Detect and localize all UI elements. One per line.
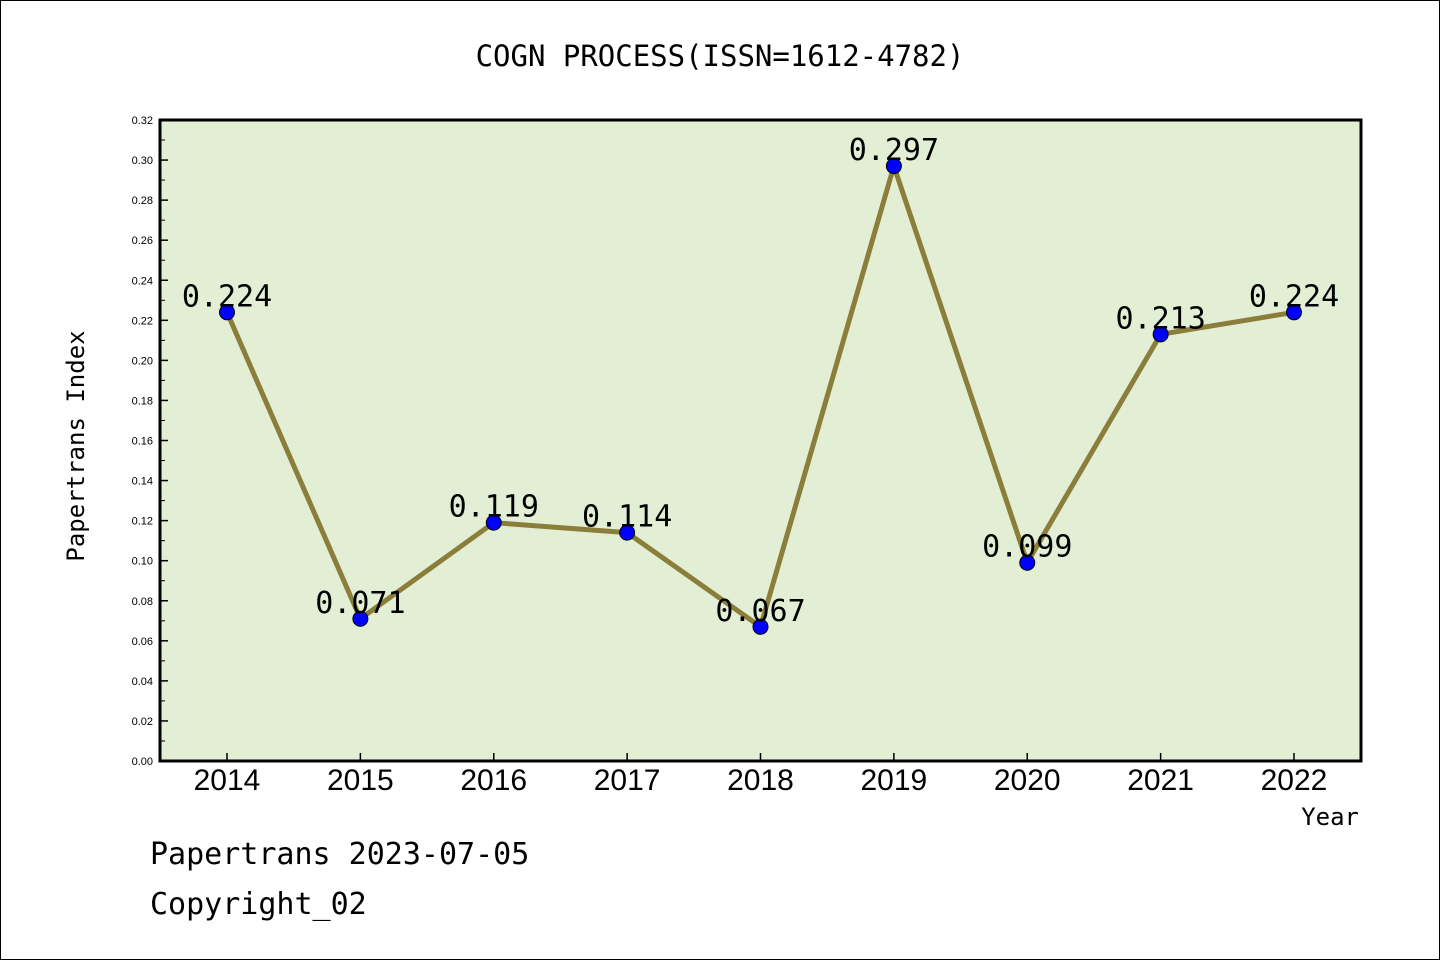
data-label: 0.099	[982, 530, 1072, 565]
y-tick-label: 0.30	[132, 155, 153, 167]
data-point	[752, 618, 769, 635]
x-tick-label: 2022	[1261, 764, 1328, 797]
data-point	[1286, 304, 1302, 321]
series-papertrans-index	[219, 158, 1302, 635]
chart-title: COGN PROCESS(ISSN=1612-4782)	[476, 39, 965, 73]
footer-copyright: Copyright_02	[150, 887, 367, 922]
x-tick-label: 2019	[861, 764, 928, 797]
y-axis-label: Papertrans Index	[62, 330, 90, 561]
x-tick-label: 2018	[727, 764, 794, 797]
plot-area	[158, 118, 1363, 763]
x-tick-label: 2020	[994, 764, 1061, 797]
data-point	[619, 524, 636, 541]
y-tick-label: 0.02	[132, 716, 153, 728]
data-point	[1152, 326, 1169, 343]
data-point	[485, 514, 502, 531]
data-label: 0.297	[849, 133, 939, 168]
x-axis-label: Year	[1301, 803, 1359, 831]
y-tick-label: 0.26	[132, 235, 153, 247]
data-label: 0.224	[1249, 279, 1339, 314]
data-label: 0.071	[315, 586, 405, 621]
y-tick-label: 0.06	[132, 636, 153, 648]
x-tick-label: 2015	[327, 764, 394, 797]
data-point	[219, 304, 235, 321]
data-label: 0.213	[1115, 301, 1205, 336]
y-axis: 0.00 0.02 0.04 0.06 0.08 0.10 0.12 0.14 0.16 0.18…	[132, 115, 168, 768]
y-tick-label: 0.16	[132, 436, 153, 448]
data-point	[885, 158, 902, 175]
y-tick-label: 0.00	[132, 756, 153, 768]
y-tick-label: 0.20	[132, 355, 153, 367]
data-label: 0.224	[182, 279, 272, 314]
data-point	[352, 610, 369, 627]
y-tick-label: 0.28	[132, 195, 153, 207]
data-label: 0.067	[715, 594, 805, 629]
footer-date: Papertrans 2023-07-05	[150, 837, 529, 872]
y-tick-label: 0.18	[132, 395, 153, 407]
y-tick-label: 0.10	[132, 556, 153, 568]
data-label: 0.119	[449, 490, 539, 525]
data-labels: 0.224 0.071 0.119 0.114 0.067 0.297 0.099 0.213…	[182, 133, 1339, 629]
y-tick-label: 0.22	[132, 315, 153, 327]
y-tick-label: 0.24	[132, 275, 153, 287]
x-axis: 2014 2015 2016 2017 2018 2019 2020 2021 2022	[194, 753, 1328, 797]
y-tick-label: 0.08	[132, 596, 153, 608]
x-tick-label: 2017	[594, 764, 661, 797]
y-tick-label: 0.04	[132, 676, 153, 688]
x-tick-label: 2016	[460, 764, 527, 797]
data-point	[1019, 554, 1036, 571]
x-tick-label: 2014	[194, 764, 261, 797]
data-label: 0.114	[582, 500, 672, 535]
y-tick-label: 0.32	[132, 115, 153, 127]
y-tick-label: 0.14	[132, 476, 153, 488]
x-tick-label: 2021	[1127, 764, 1194, 797]
y-tick-label: 0.12	[132, 516, 153, 528]
